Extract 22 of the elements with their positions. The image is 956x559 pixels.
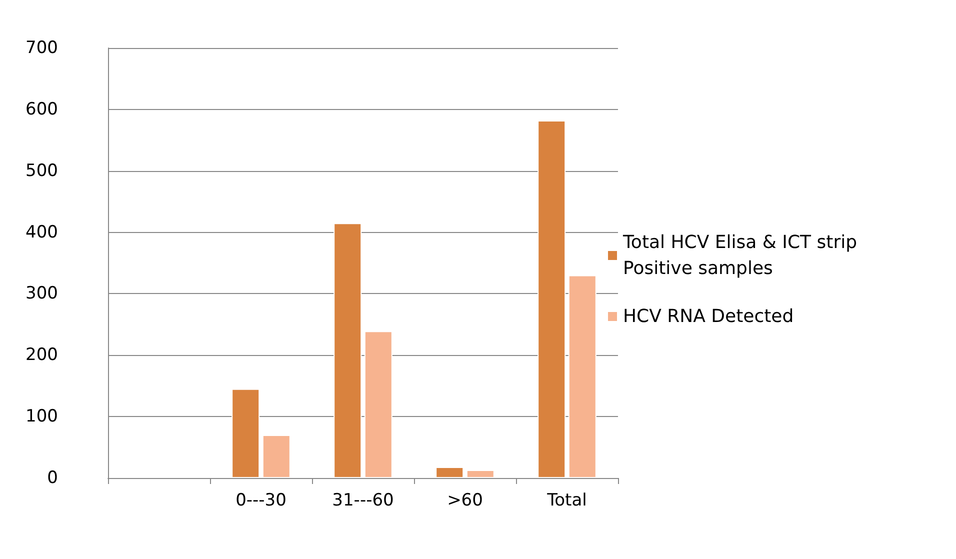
bar bbox=[538, 120, 566, 478]
y-tick-label: 200 bbox=[26, 345, 58, 366]
bar bbox=[568, 275, 596, 478]
bar bbox=[334, 223, 362, 478]
y-tick-label: 500 bbox=[26, 160, 58, 181]
x-tick-label: 31---60 bbox=[332, 490, 394, 510]
y-tick-label: 0 bbox=[47, 468, 58, 488]
y-tick-label: 300 bbox=[26, 284, 58, 304]
bar bbox=[262, 435, 290, 478]
bar bbox=[436, 466, 464, 478]
y-tick-label: 100 bbox=[26, 406, 58, 427]
x-tick-label: 0---30 bbox=[236, 490, 286, 510]
legend-label: HCV RNA Detected bbox=[623, 306, 794, 327]
x-tick-label: >60 bbox=[447, 490, 483, 510]
y-tick-label: 600 bbox=[26, 99, 58, 120]
bar bbox=[232, 388, 260, 478]
y-tick-label: 700 bbox=[26, 38, 58, 58]
legend-label: Total HCV Elisa & ICT strip Positive samples bbox=[622, 232, 863, 279]
x-tick-label: Total bbox=[546, 490, 587, 510]
y-tick-label: 400 bbox=[26, 222, 58, 242]
bar bbox=[364, 331, 392, 478]
bar bbox=[466, 470, 494, 478]
